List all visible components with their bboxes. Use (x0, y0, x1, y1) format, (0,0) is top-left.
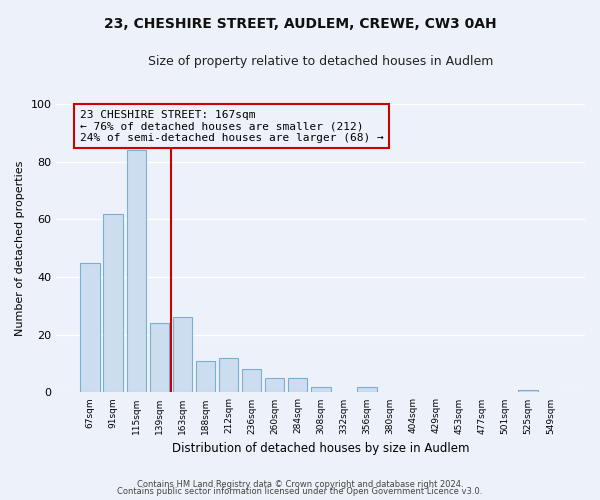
Bar (196, 360, 215, 392)
Bar (127, 150, 146, 392)
Text: 23, CHESHIRE STREET, AUDLEM, CREWE, CW3 0AH: 23, CHESHIRE STREET, AUDLEM, CREWE, CW3 … (104, 18, 496, 32)
Text: Contains public sector information licensed under the Open Government Licence v3: Contains public sector information licen… (118, 488, 482, 496)
Bar (288, 378, 307, 392)
Text: Contains HM Land Registry data © Crown copyright and database right 2024.: Contains HM Land Registry data © Crown c… (137, 480, 463, 489)
Bar (219, 358, 238, 392)
Bar (149, 323, 169, 392)
Bar (518, 390, 538, 392)
Text: 23 CHESHIRE STREET: 167sqm
← 76% of detached houses are smaller (212)
24% of sem: 23 CHESHIRE STREET: 167sqm ← 76% of deta… (80, 110, 383, 143)
Title: Size of property relative to detached houses in Audlem: Size of property relative to detached ho… (148, 55, 493, 68)
Bar (311, 386, 331, 392)
Bar (242, 370, 262, 392)
Bar (357, 386, 377, 392)
Bar (103, 214, 123, 392)
Bar (80, 262, 100, 392)
Bar (173, 318, 192, 392)
Y-axis label: Number of detached properties: Number of detached properties (15, 160, 25, 336)
X-axis label: Distribution of detached houses by size in Audlem: Distribution of detached houses by size … (172, 442, 469, 455)
Bar (265, 378, 284, 392)
